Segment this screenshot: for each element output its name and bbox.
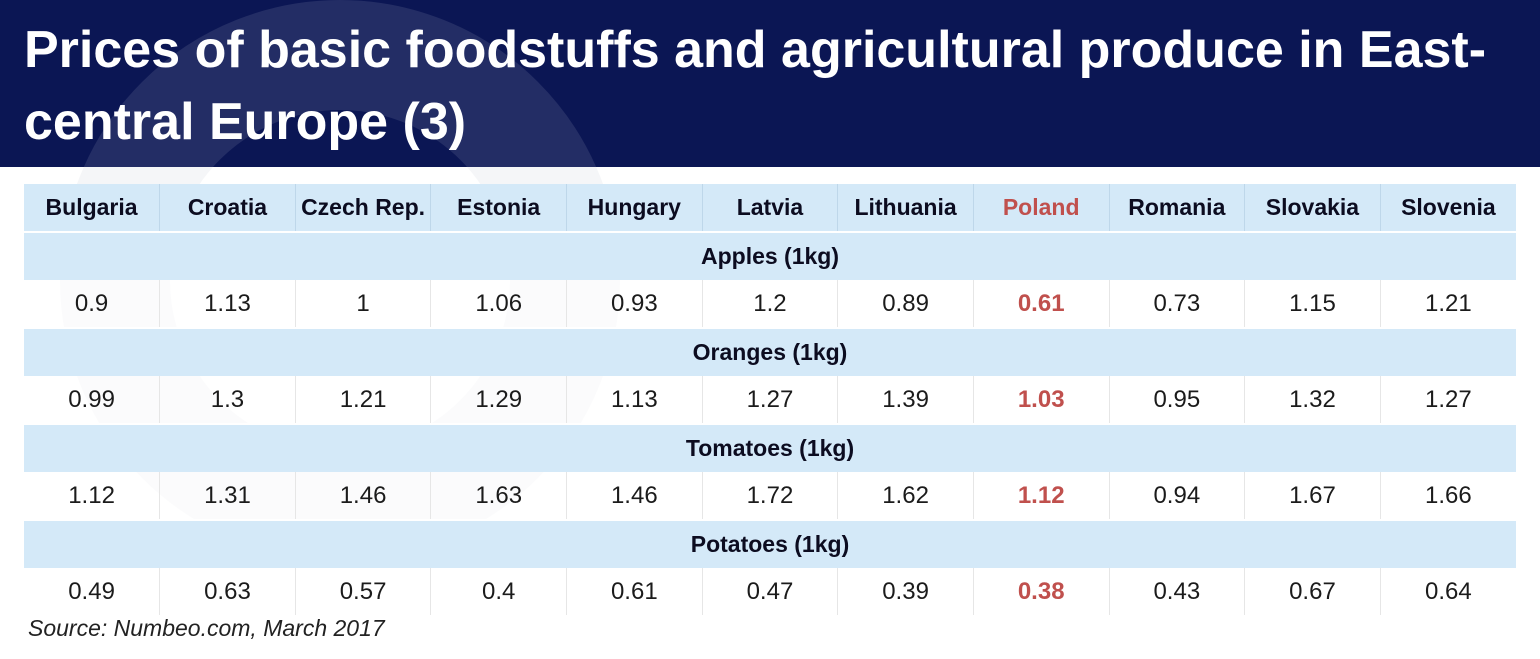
price-cell: 0.9 [24,280,161,328]
section-label: Tomatoes (1kg) [24,423,1516,472]
price-cell: 1.63 [430,472,567,520]
column-header: Lithuania [837,184,974,232]
price-cell: 0.64 [1380,568,1516,615]
price-cell: 0.94 [1109,472,1246,520]
price-cell: 1.27 [702,376,839,424]
price-cell: 0.4 [430,568,567,615]
price-cell: 0.99 [24,376,161,424]
price-cell: 0.93 [566,280,703,328]
price-cell: 1.21 [1380,280,1516,328]
chart-title: Prices of basic foodstuffs and agricultu… [24,21,1487,151]
price-cell: 1.12 [973,472,1110,520]
price-cell: 0.61 [973,280,1110,328]
section-header-row: Tomatoes (1kg) [24,423,1516,472]
price-cell: 1.66 [1380,472,1516,520]
column-header: Poland [973,184,1110,232]
price-cell: 1.13 [566,376,703,424]
section-label: Oranges (1kg) [24,327,1516,376]
price-cell: 1.06 [430,280,567,328]
price-cell: 1.03 [973,376,1110,424]
price-cell: 1.29 [430,376,567,424]
price-cell: 1.15 [1244,280,1381,328]
price-cell: 1.21 [295,376,432,424]
column-header-row: Bulgaria Croatia Czech Rep. Estonia Hungary L… [24,184,1516,232]
price-table-container: Bulgaria Croatia Czech Rep. Estonia Hungary L… [24,184,1516,615]
price-cell: 1.62 [837,472,974,520]
table-row: 0.49 0.63 0.57 0.4 0.61 0.47 0.39 0.38 0.43 0.67 0… [24,568,1516,615]
price-cell: 0.67 [1244,568,1381,615]
table-row: 0.99 1.3 1.21 1.29 1.13 1.27 1.39 1.03 0.95 1.32 1… [24,376,1516,424]
column-header: Romania [1109,184,1246,232]
price-cell: 1.2 [702,280,839,328]
price-table: Bulgaria Croatia Czech Rep. Estonia Hungary L… [24,184,1516,615]
source-note: Source: Numbeo.com, March 2017 [28,615,385,641]
price-cell: 0.61 [566,568,703,615]
table-body: Apples (1kg) 0.9 1.13 1 1.06 0.93 1.2 0.89 0.61 0… [24,231,1516,615]
price-cell: 0.73 [1109,280,1246,328]
section-label: Potatoes (1kg) [24,519,1516,568]
price-cell: 0.89 [837,280,974,328]
price-cell: 1 [295,280,432,328]
price-cell: 1.72 [702,472,839,520]
table-row: 0.9 1.13 1 1.06 0.93 1.2 0.89 0.61 0.73 1.15 1.21 [24,280,1516,328]
price-cell: 0.95 [1109,376,1246,424]
price-cell: 0.47 [702,568,839,615]
section-header-row: Oranges (1kg) [24,327,1516,376]
column-header: Latvia [702,184,839,232]
column-header: Estonia [430,184,567,232]
column-header: Croatia [159,184,296,232]
column-header: Hungary [566,184,703,232]
price-cell: 1.46 [295,472,432,520]
price-cell: 1.46 [566,472,703,520]
column-header: Bulgaria [24,184,161,232]
column-header: Slovakia [1244,184,1381,232]
price-cell: 1.67 [1244,472,1381,520]
section-label: Apples (1kg) [24,231,1516,280]
column-header: Slovenia [1380,184,1516,232]
price-cell: 0.43 [1109,568,1246,615]
price-cell: 0.39 [837,568,974,615]
column-header: Czech Rep. [295,184,432,232]
price-cell: 0.49 [24,568,161,615]
price-cell: 1.39 [837,376,974,424]
price-cell: 0.63 [159,568,296,615]
price-cell: 1.27 [1380,376,1516,424]
title-banner: Prices of basic foodstuffs and agricultu… [0,0,1540,167]
price-cell: 1.13 [159,280,296,328]
table-row: 1.12 1.31 1.46 1.63 1.46 1.72 1.62 1.12 0.94 1.67… [24,472,1516,520]
section-header-row: Apples (1kg) [24,231,1516,280]
price-cell: 1.31 [159,472,296,520]
price-cell: 1.12 [24,472,161,520]
price-cell: 0.38 [973,568,1110,615]
section-header-row: Potatoes (1kg) [24,519,1516,568]
price-cell: 0.57 [295,568,432,615]
price-cell: 1.3 [159,376,296,424]
price-cell: 1.32 [1244,376,1381,424]
